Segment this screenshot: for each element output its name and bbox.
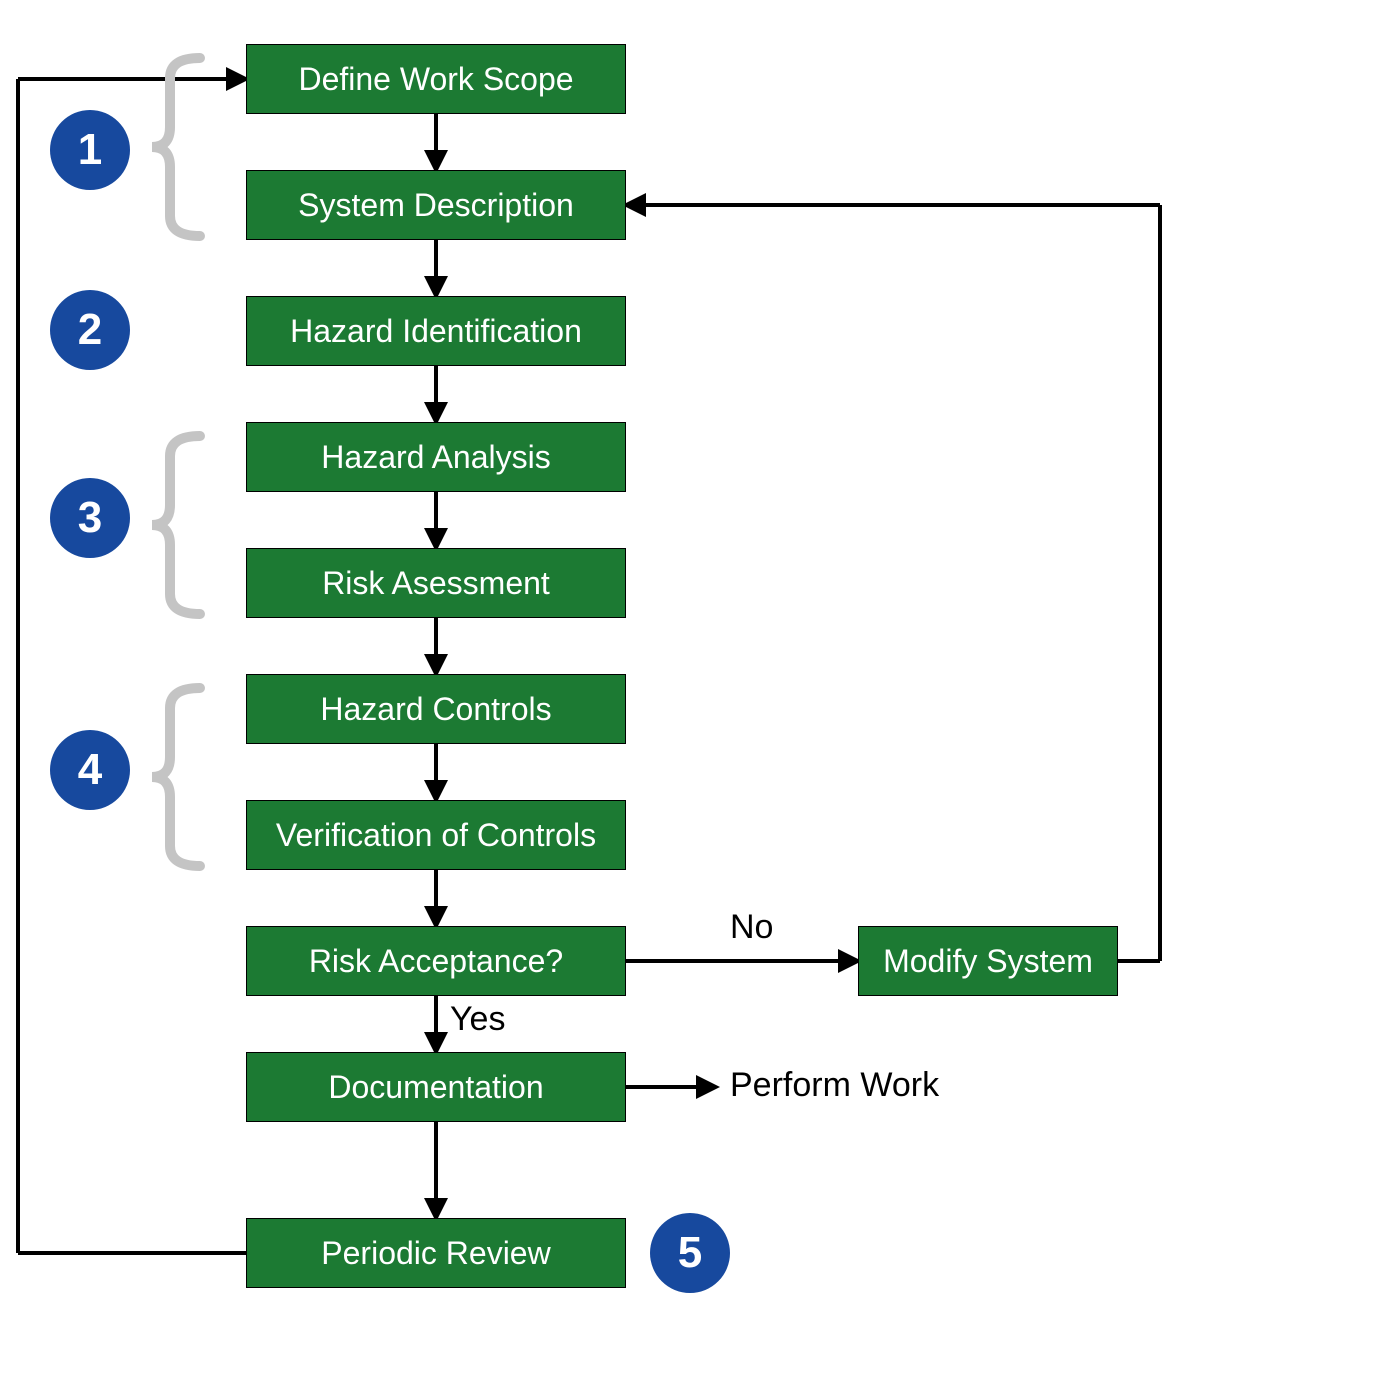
label-yes: Yes [450,1000,505,1039]
label-text: Perform Work [730,1066,939,1104]
box-label: Hazard Identification [290,313,582,350]
box-risk-acceptance: Risk Acceptance? [246,926,626,996]
circle-label: 3 [78,493,102,543]
box-system-description: System Description [246,170,626,240]
label-perform-work: Perform Work [730,1066,939,1105]
box-label: Hazard Controls [320,691,551,728]
box-hazard-analysis: Hazard Analysis [246,422,626,492]
circle-label: 2 [78,305,102,355]
box-documentation: Documentation [246,1052,626,1122]
edges-layer [0,0,1394,1400]
step-circle-2: 2 [50,290,130,370]
box-label: Periodic Review [321,1235,550,1272]
step-circle-4: 4 [50,730,130,810]
box-label: Hazard Analysis [321,439,550,476]
box-risk-assessment: Risk Asessment [246,548,626,618]
box-label: System Description [298,187,574,224]
step-circle-3: 3 [50,478,130,558]
brace-4 [152,688,200,866]
circle-label: 5 [678,1228,702,1278]
label-text: No [730,908,773,946]
box-label: Documentation [328,1069,543,1106]
step-circle-1: 1 [50,110,130,190]
label-text: Yes [450,1000,505,1038]
box-label: Risk Asessment [322,565,550,602]
box-label: Define Work Scope [298,61,573,98]
box-define-work-scope: Define Work Scope [246,44,626,114]
box-label: Risk Acceptance? [309,943,563,980]
brace-1 [152,58,200,236]
brace-3 [152,436,200,614]
flowchart-canvas: Define Work Scope System Description Hazar… [0,0,1394,1400]
circle-label: 1 [78,125,102,175]
box-periodic-review: Periodic Review [246,1218,626,1288]
box-hazard-identification: Hazard Identification [246,296,626,366]
box-label: Modify System [883,943,1093,980]
box-modify-system: Modify System [858,926,1118,996]
box-verification-of-controls: Verification of Controls [246,800,626,870]
label-no: No [730,908,773,947]
step-circle-5: 5 [650,1213,730,1293]
box-hazard-controls: Hazard Controls [246,674,626,744]
box-label: Verification of Controls [276,817,596,854]
circle-label: 4 [78,745,102,795]
